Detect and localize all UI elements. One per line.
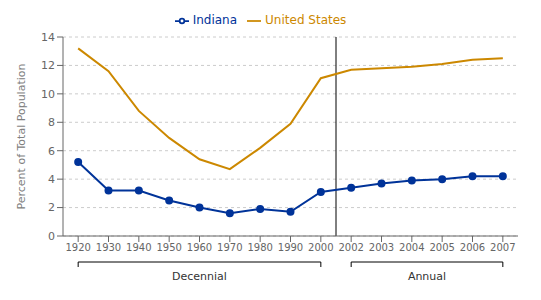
svg-text:1990: 1990 <box>278 242 303 253</box>
svg-text:2006: 2006 <box>460 242 485 253</box>
svg-text:1950: 1950 <box>156 242 181 253</box>
svg-text:Percent of Total Population: Percent of Total Population <box>15 63 28 209</box>
svg-text:2002: 2002 <box>338 242 363 253</box>
svg-text:1940: 1940 <box>126 242 151 253</box>
svg-text:1980: 1980 <box>247 242 272 253</box>
svg-text:Decennial: Decennial <box>172 270 227 283</box>
html-text:United States: United States <box>265 13 347 27</box>
svg-text:0: 0 <box>48 230 55 243</box>
svg-text:1930: 1930 <box>96 242 121 253</box>
svg-text:1970: 1970 <box>217 242 242 253</box>
svg-text:1960: 1960 <box>187 242 212 253</box>
svg-text:2003: 2003 <box>369 242 394 253</box>
svg-text:12: 12 <box>41 59 55 72</box>
svg-text:6: 6 <box>48 145 55 158</box>
svg-text:1920: 1920 <box>65 242 90 253</box>
svg-text:8: 8 <box>48 116 55 129</box>
svg-text:4: 4 <box>48 173 55 186</box>
svg-text:14: 14 <box>41 31 55 44</box>
svg-text:10: 10 <box>41 88 55 101</box>
svg-text:2004: 2004 <box>399 242 424 253</box>
html-text:Indiana: Indiana <box>192 13 238 27</box>
svg-text:Annual: Annual <box>408 270 446 283</box>
svg-text:2007: 2007 <box>490 242 515 253</box>
svg-text:2: 2 <box>48 201 55 214</box>
svg-text:2000: 2000 <box>308 242 333 253</box>
svg-text:2005: 2005 <box>429 242 454 253</box>
